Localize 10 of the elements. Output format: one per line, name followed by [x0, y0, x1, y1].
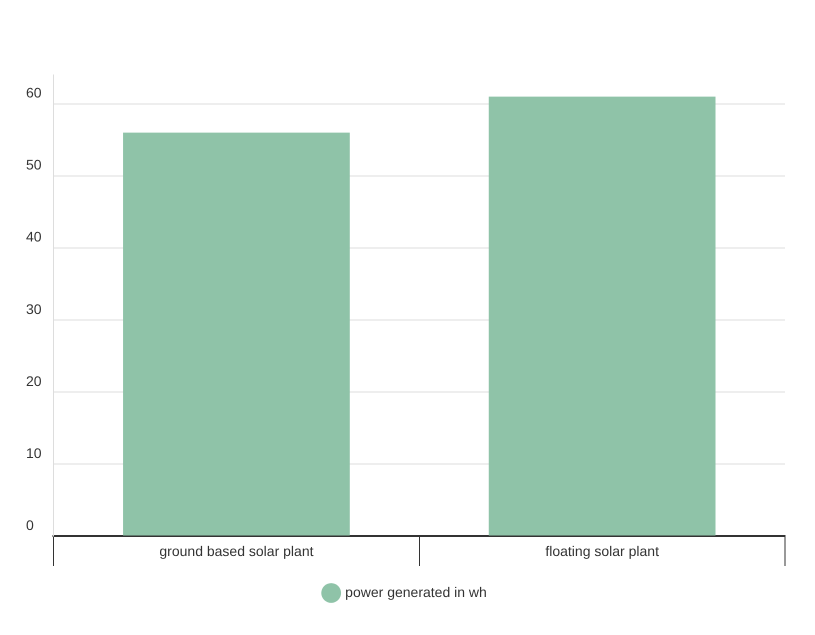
y-tick-label: 20 — [26, 372, 42, 389]
y-tick-label: 50 — [26, 156, 42, 173]
x-tick-label: ground based solar plant — [159, 542, 314, 559]
x-tick-label: floating solar plant — [545, 542, 660, 559]
y-tick-label: 60 — [26, 84, 42, 101]
y-tick-label: 10 — [26, 444, 42, 461]
legend-label: power generated in wh — [345, 584, 487, 600]
y-tick-label: 40 — [26, 228, 42, 245]
y-tick-label: 30 — [26, 300, 42, 317]
y-tick-label: 0 — [26, 516, 34, 533]
